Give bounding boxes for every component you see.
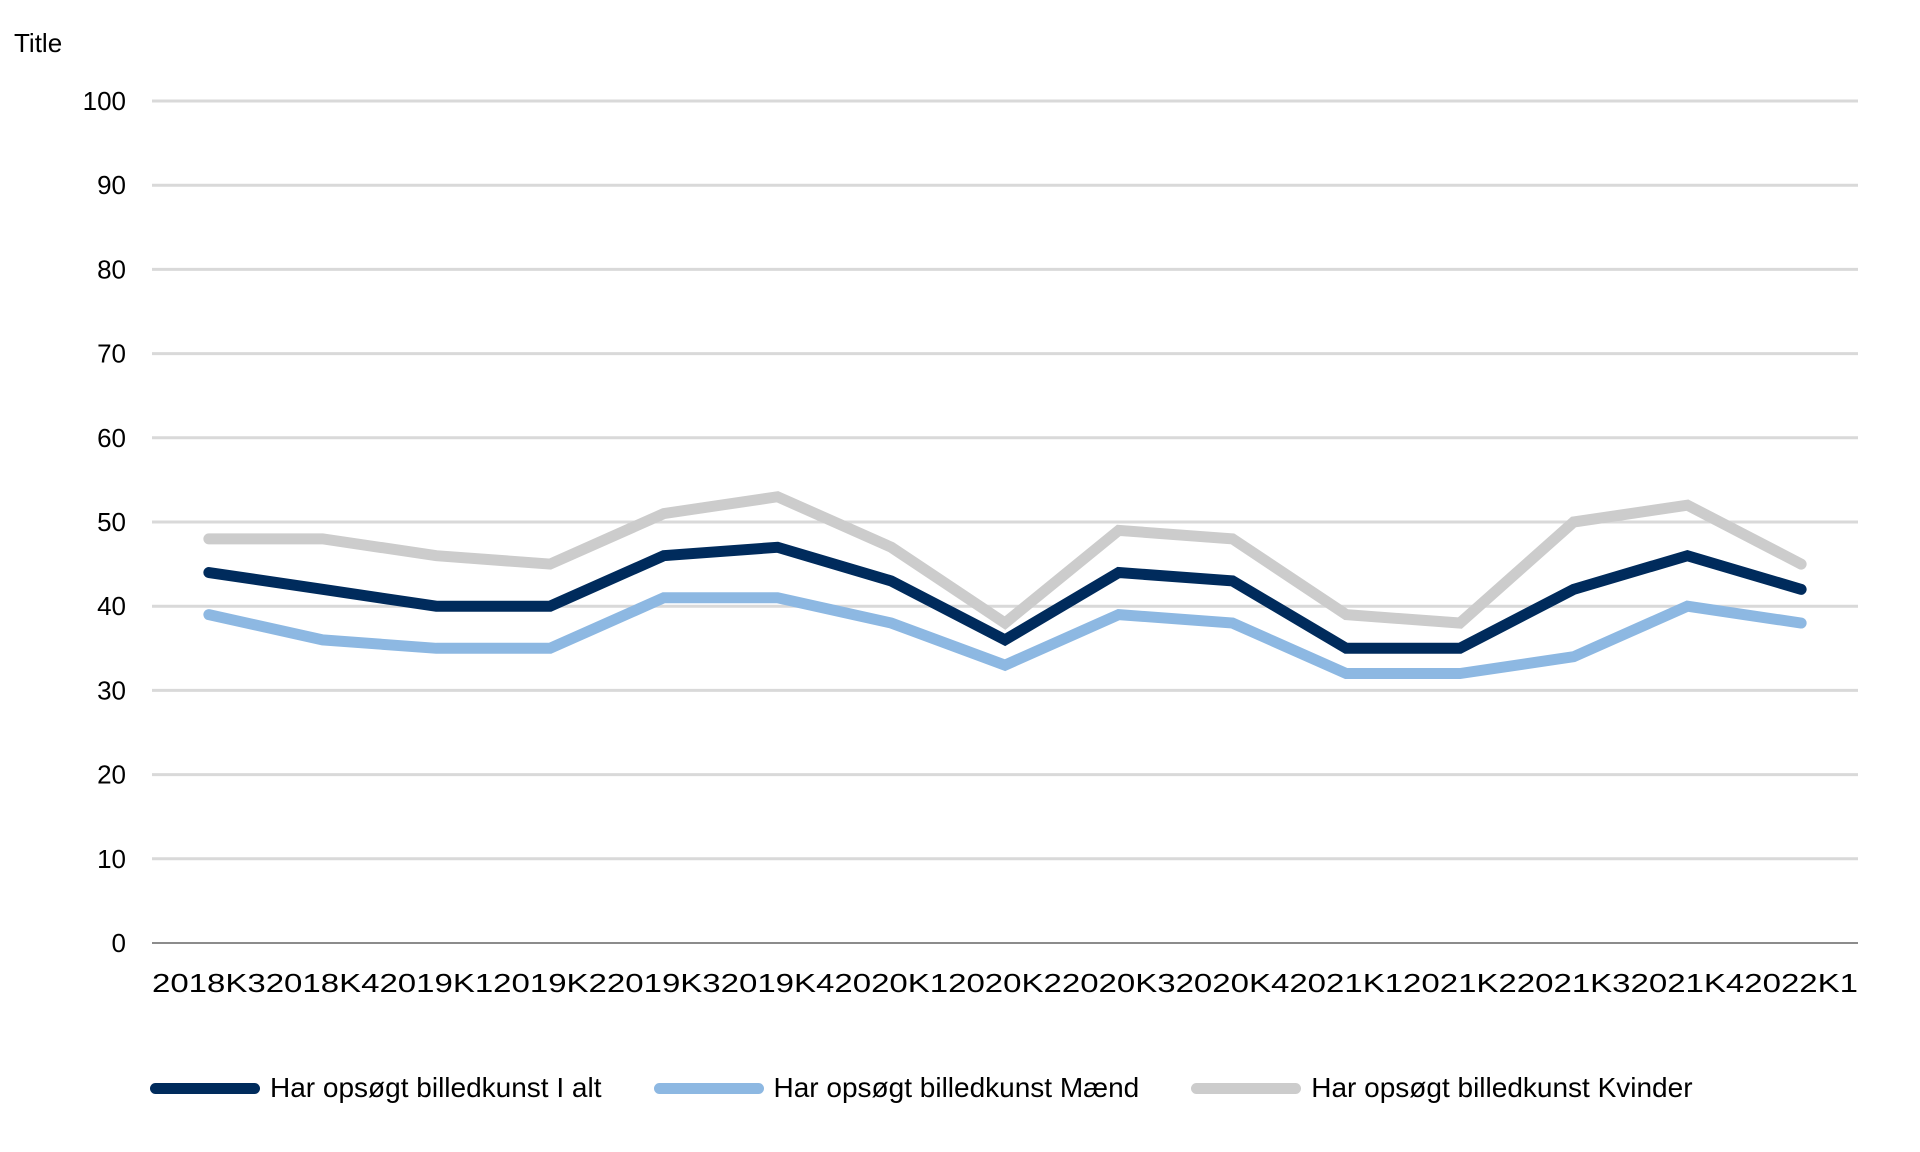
legend-swatch <box>1191 1082 1302 1094</box>
legend-label: Har opsøgt billedkunst Mænd <box>773 1072 1140 1103</box>
series-line-2 <box>203 491 1807 630</box>
x-tick-label: 2019K4 <box>721 968 835 998</box>
y-tick-label: 10 <box>97 844 126 874</box>
y-tick-label: 0 <box>112 928 126 958</box>
legend-item: Har opsøgt billedkunst I alt <box>150 1072 602 1104</box>
y-tick-label: 100 <box>83 86 126 116</box>
x-tick-label: 2021K2 <box>1403 968 1517 998</box>
series-lines <box>203 491 1807 680</box>
x-tick-label: 2022K1 <box>1744 968 1858 998</box>
y-tick-label: 20 <box>97 760 126 790</box>
y-axis-ticks: 0 10 20 30 40 50 60 70 80 90 100 <box>83 86 126 958</box>
y-tick-label: 30 <box>97 675 126 705</box>
series-line-0 <box>203 541 1807 654</box>
y-tick-label: 90 <box>97 170 126 200</box>
y-tick-label: 50 <box>97 507 126 537</box>
x-tick-label: 2020K2 <box>948 968 1062 998</box>
x-tick-label: 2019K2 <box>493 968 607 998</box>
x-tick-label: 2019K3 <box>607 968 721 998</box>
legend-item: Har opsøgt billedkunst Kvinder <box>1191 1072 1693 1104</box>
y-tick-label: 40 <box>97 591 126 621</box>
x-tick-label: 2018K3 <box>152 968 266 998</box>
legend-item: Har opsøgt billedkunst Mænd <box>653 1072 1140 1104</box>
y-axis-title: Title <box>14 28 62 58</box>
y-tick-label: 60 <box>97 423 126 453</box>
x-tick-label: 2021K4 <box>1631 968 1745 998</box>
legend-label: Har opsøgt billedkunst I alt <box>270 1072 602 1103</box>
gridlines <box>152 99 1858 861</box>
x-tick-label: 2020K3 <box>1062 968 1176 998</box>
x-tick-label: 2021K3 <box>1517 968 1631 998</box>
series-line-1 <box>203 592 1807 680</box>
y-tick-label: 70 <box>97 339 126 369</box>
legend-label: Har opsøgt billedkunst Kvinder <box>1311 1072 1693 1103</box>
x-tick-label: 2018K4 <box>266 968 380 998</box>
x-axis-ticks: 2018K3 2018K4 2019K1 2019K2 2019K3 2019K4 2020… <box>152 968 1858 998</box>
legend: Har opsøgt billedkunst I alt Har opsøgt b… <box>150 1072 1745 1104</box>
legend-swatch <box>653 1082 764 1094</box>
legend-swatch <box>150 1082 260 1094</box>
x-tick-label: 2020K1 <box>834 968 948 998</box>
x-tick-label: 2020K4 <box>1176 968 1290 998</box>
y-tick-label: 80 <box>97 254 126 284</box>
x-tick-label: 2019K1 <box>379 968 493 998</box>
x-tick-label: 2021K1 <box>1289 968 1403 998</box>
